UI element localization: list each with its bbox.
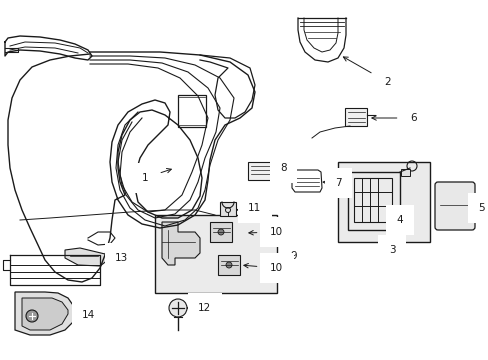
Text: 12: 12 xyxy=(187,303,211,313)
Bar xyxy=(400,169,409,176)
Text: 11: 11 xyxy=(237,203,261,213)
Circle shape xyxy=(169,299,186,317)
Bar xyxy=(337,162,429,242)
Circle shape xyxy=(26,310,38,322)
Bar xyxy=(209,222,231,242)
Text: 2: 2 xyxy=(343,57,390,87)
Text: 8: 8 xyxy=(277,163,286,173)
Bar xyxy=(353,178,391,222)
FancyBboxPatch shape xyxy=(434,182,474,230)
Text: 9: 9 xyxy=(278,251,296,261)
Polygon shape xyxy=(162,222,200,265)
Text: 10: 10 xyxy=(244,263,283,273)
Polygon shape xyxy=(65,248,108,266)
Bar xyxy=(347,172,399,230)
Text: 10: 10 xyxy=(248,227,283,237)
Text: 5: 5 xyxy=(475,203,484,213)
Text: 6: 6 xyxy=(371,113,416,123)
Text: 13: 13 xyxy=(112,253,128,263)
Polygon shape xyxy=(15,292,75,335)
Bar xyxy=(345,108,366,126)
Bar xyxy=(220,202,236,216)
Text: 1: 1 xyxy=(141,168,171,183)
Text: 4: 4 xyxy=(392,211,403,225)
Bar xyxy=(218,255,240,275)
Bar xyxy=(155,215,276,293)
Text: 7: 7 xyxy=(323,178,341,188)
Polygon shape xyxy=(22,298,68,330)
Bar xyxy=(178,95,205,127)
Bar xyxy=(247,162,273,180)
Circle shape xyxy=(225,262,231,268)
Text: 14: 14 xyxy=(79,310,95,320)
Text: 3: 3 xyxy=(386,245,394,255)
Circle shape xyxy=(218,229,224,235)
